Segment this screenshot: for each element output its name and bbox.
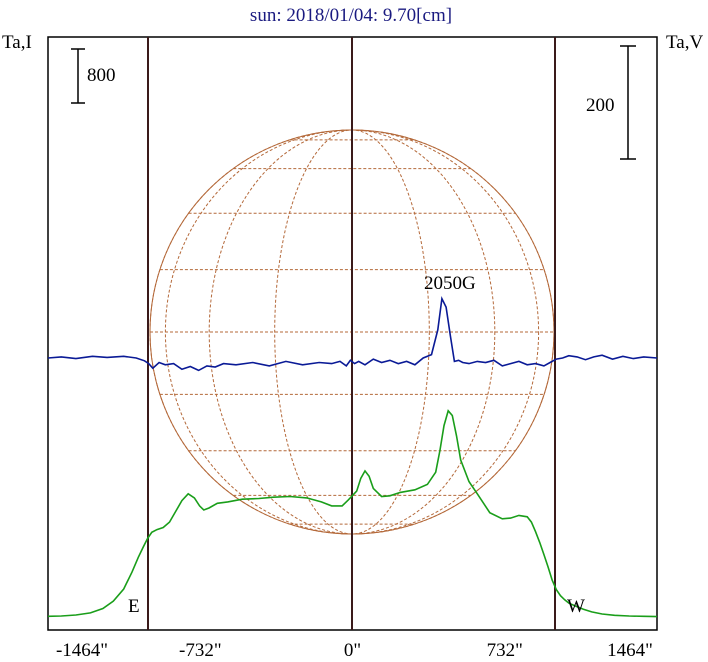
x-tick-label: 0" xyxy=(344,640,361,661)
series-line-intensity xyxy=(47,409,658,618)
scale-bar-left xyxy=(71,48,85,104)
series-line-polarization xyxy=(47,296,658,372)
east-limb-label: E xyxy=(128,596,140,617)
x-tick-label: 732" xyxy=(487,640,523,661)
active-region-annotation: 2050G xyxy=(424,273,476,294)
x-tick-label: 1464" xyxy=(607,640,653,661)
chart-title: sun: 2018/01/04: 9.70[cm] xyxy=(250,5,452,26)
west-limb-label: W xyxy=(567,596,585,617)
x-tick-labels: -1464" -732" 0" 732" 1464" xyxy=(56,640,653,661)
x-tick-label: -732" xyxy=(179,640,222,661)
x-tick-label: -1464" xyxy=(56,640,108,661)
scale-right-label: 200 xyxy=(586,95,615,116)
scale-bar-right xyxy=(620,45,636,160)
left-axis-label: Ta,I xyxy=(2,32,32,53)
right-axis-label: Ta,V xyxy=(666,32,703,53)
scale-left-label: 800 xyxy=(87,65,116,86)
